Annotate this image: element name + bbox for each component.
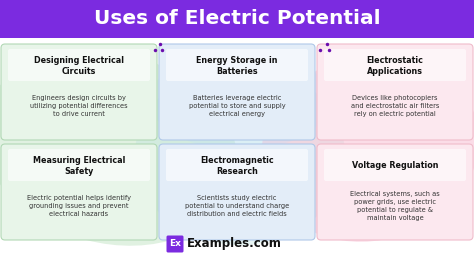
- FancyBboxPatch shape: [159, 44, 315, 140]
- FancyBboxPatch shape: [8, 49, 150, 81]
- FancyBboxPatch shape: [317, 44, 473, 140]
- Text: Devices like photocopiers
and electrostatic air filters
rely on electric potenti: Devices like photocopiers and electrosta…: [351, 95, 439, 117]
- FancyBboxPatch shape: [166, 149, 308, 181]
- Ellipse shape: [0, 50, 238, 246]
- FancyBboxPatch shape: [1, 144, 157, 240]
- Text: Engineers design circuits by
utilizing potential differences
to drive current: Engineers design circuits by utilizing p…: [30, 95, 128, 117]
- Text: Batteries leverage electric
potential to store and supply
electrical energy: Batteries leverage electric potential to…: [189, 95, 285, 117]
- Text: Energy Storage in
Batteries: Energy Storage in Batteries: [196, 56, 278, 76]
- Text: Measuring Electrical
Safety: Measuring Electrical Safety: [33, 156, 125, 176]
- FancyBboxPatch shape: [8, 149, 150, 181]
- FancyBboxPatch shape: [166, 235, 183, 252]
- FancyBboxPatch shape: [324, 149, 466, 181]
- FancyBboxPatch shape: [159, 144, 315, 240]
- Text: Electrical systems, such as
power grids, use electric
potential to regulate &
ma: Electrical systems, such as power grids,…: [350, 191, 440, 221]
- FancyBboxPatch shape: [317, 144, 473, 240]
- Ellipse shape: [150, 50, 330, 150]
- Text: Electrostatic
Applications: Electrostatic Applications: [366, 56, 423, 76]
- Text: Electric potential helps identify
grounding issues and prevent
electrical hazard: Electric potential helps identify ground…: [27, 195, 131, 217]
- Ellipse shape: [261, 54, 474, 242]
- Ellipse shape: [135, 65, 345, 245]
- FancyBboxPatch shape: [1, 44, 157, 140]
- FancyBboxPatch shape: [324, 49, 466, 81]
- Text: Ex: Ex: [169, 239, 181, 248]
- Text: Electromagnetic
Research: Electromagnetic Research: [200, 156, 274, 176]
- Text: Uses of Electric Potential: Uses of Electric Potential: [94, 10, 380, 28]
- FancyBboxPatch shape: [166, 49, 308, 81]
- Text: Voltage Regulation: Voltage Regulation: [352, 161, 438, 171]
- Text: Examples.com: Examples.com: [187, 238, 282, 251]
- FancyBboxPatch shape: [0, 0, 474, 38]
- Text: Scientists study electric
potential to understand charge
distribution and electr: Scientists study electric potential to u…: [185, 195, 289, 217]
- Text: Designing Electrical
Circuits: Designing Electrical Circuits: [34, 56, 124, 76]
